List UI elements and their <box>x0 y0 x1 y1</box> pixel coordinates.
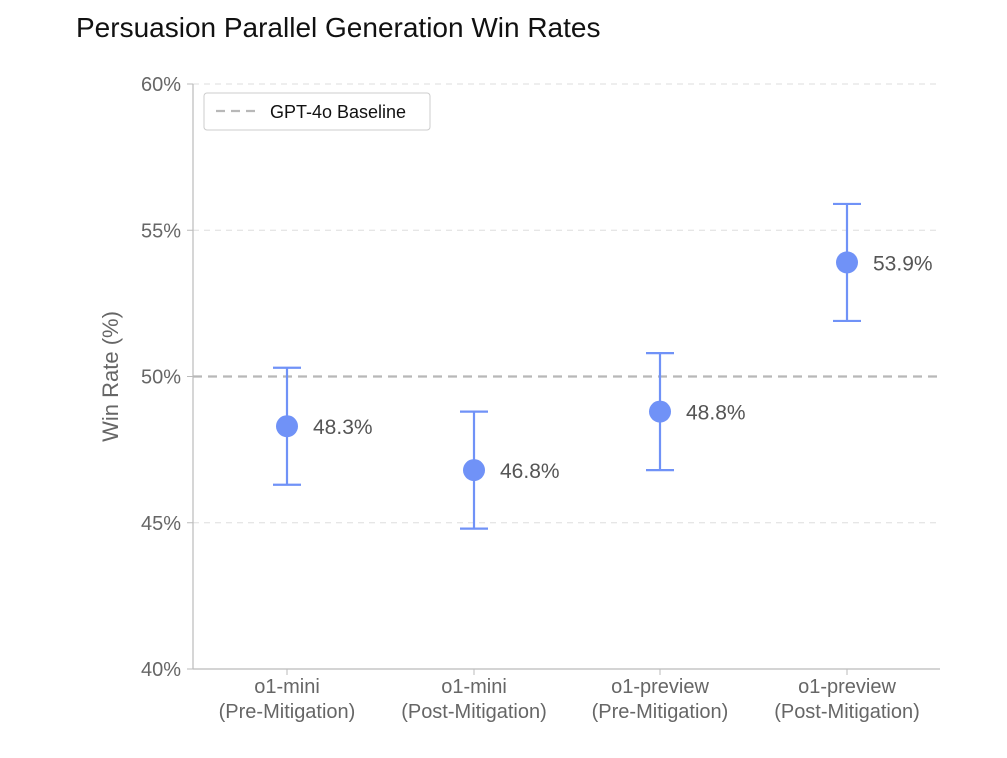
x-tick-label: o1-mini (Pre-Mitigation) <box>219 676 356 723</box>
legend-label: GPT-4o Baseline <box>270 102 406 122</box>
grid-lines <box>193 83 940 524</box>
x-tick-label: o1-preview (Pre-Mitigation) <box>592 676 729 723</box>
x-tick-label-line: o1-mini <box>254 676 320 698</box>
y-tick-label: 60% <box>141 74 181 96</box>
tick-labels: 40% 45% 50% 55% 60% Win Rate (%) o1-mini (Pre-M… <box>98 74 920 723</box>
data-label: 48.3% <box>313 416 373 439</box>
chart-title: Persuasion Parallel Generation Win Rates <box>76 12 601 43</box>
x-tick-label: o1-mini (Post-Mitigation) <box>401 676 547 723</box>
x-tick-label-line: (Pre-Mitigation) <box>592 701 729 723</box>
x-tick-label-line: (Post-Mitigation) <box>401 701 547 723</box>
axes <box>187 83 940 675</box>
x-tick-label-line: (Post-Mitigation) <box>774 701 920 723</box>
data-point <box>463 459 485 482</box>
x-tick-label-line: o1-preview <box>611 676 709 698</box>
data-point <box>276 415 298 438</box>
x-tick-label: o1-preview (Post-Mitigation) <box>774 676 920 723</box>
y-tick-label: 40% <box>141 659 181 681</box>
data-series: 48.3% 46.8% 48.8% 53.9% <box>273 202 933 530</box>
legend-box <box>203 92 431 131</box>
legend: GPT-4o Baseline <box>203 92 431 131</box>
y-tick-label: 50% <box>141 367 181 389</box>
y-tick-label: 55% <box>141 220 181 242</box>
data-point <box>649 400 671 423</box>
x-tick-label-line: (Pre-Mitigation) <box>219 701 356 723</box>
x-tick-label-line: o1-preview <box>798 676 896 698</box>
data-label: 48.8% <box>686 402 746 425</box>
y-tick-label: 45% <box>141 513 181 535</box>
data-label: 53.9% <box>873 252 933 275</box>
data-point <box>836 251 858 274</box>
x-tick-label-line: o1-mini <box>441 676 507 698</box>
data-label: 46.8% <box>500 460 560 483</box>
y-axis-label: Win Rate (%) <box>98 311 123 442</box>
